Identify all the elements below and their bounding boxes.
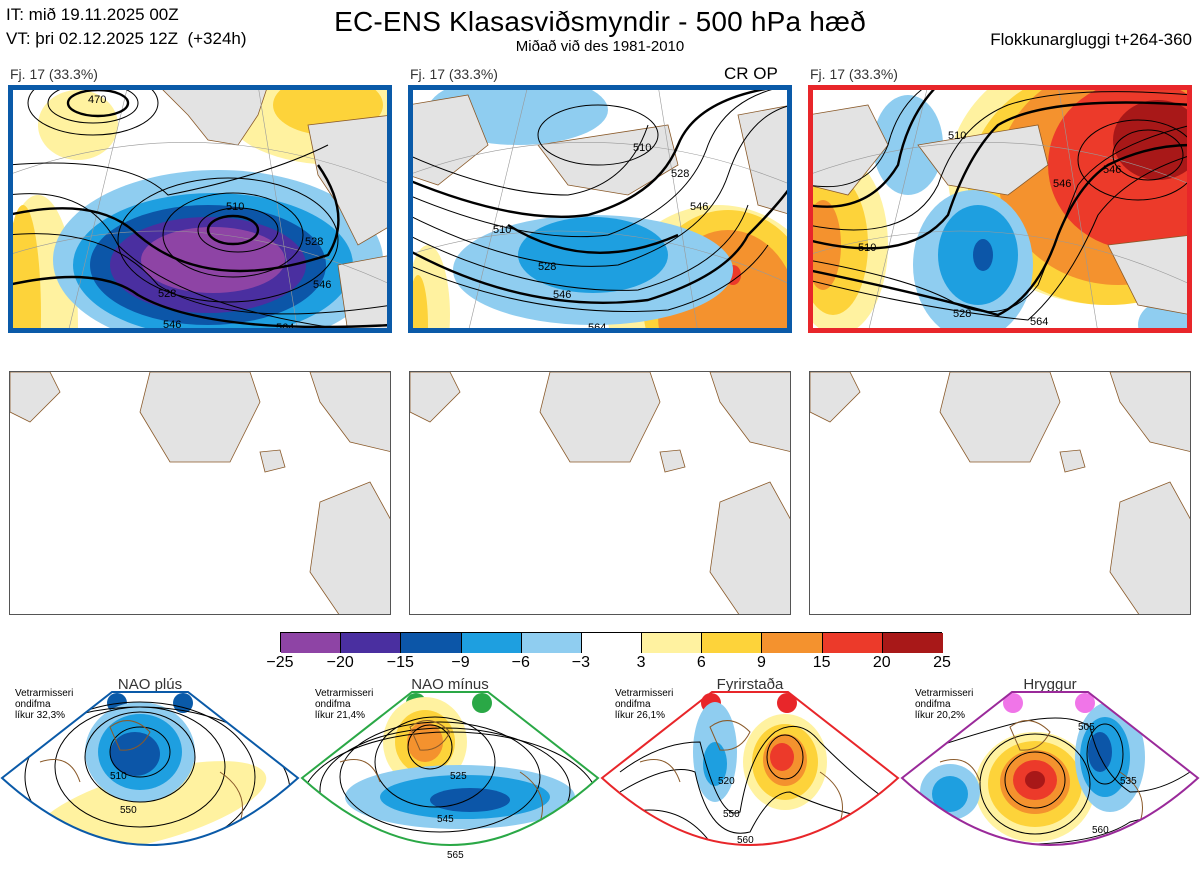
anomaly-colorbar: −25 −20 −15 −9 −6 −3 3 6 9 15 20 25: [266, 632, 951, 676]
cluster-1-map[interactable]: 470 510 528 528 546 546 564: [8, 85, 392, 333]
colorbar-segment: [581, 633, 643, 653]
contour-label: 510: [633, 142, 651, 154]
colorbar-segment: [281, 633, 342, 653]
contour-label: 564: [276, 322, 294, 333]
cluster-3-map[interactable]: 510 510 528 546 546 564: [808, 85, 1192, 333]
empty-cluster-map-3: [809, 371, 1191, 615]
colorbar-segment: [822, 633, 883, 653]
contour-label: 470: [88, 94, 106, 106]
contour-label: 546: [313, 279, 331, 291]
colorbar-tick-label: −6: [511, 654, 530, 671]
contour-label: 545: [437, 814, 454, 825]
contour-label: 550: [120, 805, 137, 816]
colorbar-tick-label: −15: [386, 654, 414, 671]
colorbar-segment: [882, 633, 943, 653]
colorbar-tick-label: 3: [636, 654, 646, 671]
colorbar-tick-label: −20: [326, 654, 354, 671]
contour-label: 505: [1078, 722, 1095, 733]
regime-name: NAO plús: [117, 676, 183, 693]
empty-cluster-map-2: [409, 371, 791, 615]
colorbar-segment: [461, 633, 522, 653]
page-title: EC-ENS Klasasviðsmyndir - 500 hPa hæð: [334, 6, 866, 37]
regime-name: Fyrirstaða: [716, 676, 784, 693]
contour-label: 546: [553, 289, 571, 301]
regime-blocking[interactable]: Fyrirstaða Vetrarmisseri ondifma líkur 26,…: [600, 672, 900, 871]
regime-marker-dot: [1075, 693, 1095, 713]
colorbar-segment: [702, 633, 763, 653]
contour-label: 564: [588, 322, 606, 333]
colorbar-tick-label: 6: [696, 654, 706, 671]
contour-label: 550: [723, 809, 740, 820]
classification-window: Flokkunargluggi t+264-360: [990, 30, 1192, 49]
contour-label: 510: [948, 130, 966, 142]
colorbar-tick-label: −9: [451, 654, 470, 671]
contour-label: 510: [226, 201, 244, 213]
contour-label: 528: [671, 168, 689, 180]
contour-label: 560: [1092, 825, 1109, 836]
contour-label: 520: [718, 776, 735, 787]
regime-marker-dot: [472, 693, 492, 713]
regime-note: Vetrarmisseri ondifma líkur 32,3%: [15, 688, 74, 721]
contour-label: 535: [1120, 776, 1137, 787]
regime-nao-minus[interactable]: NAO mínus Vetrarmisseri ondifma líkur 21,4…: [300, 672, 600, 871]
page-subtitle: Miðað við des 1981-2010: [515, 38, 685, 55]
colorbar-segment: [401, 633, 462, 653]
colorbar-tick-label: −3: [571, 654, 591, 671]
valid-time: VT: þri 02.12.2025 12Z (+324h): [6, 29, 247, 48]
contour-label: 528: [158, 288, 176, 300]
contour-label: 510: [493, 224, 511, 236]
contour-label: 528: [953, 308, 971, 320]
regime-marker-dot: [173, 693, 193, 713]
contour-label: 564: [1030, 316, 1048, 328]
cluster-1-label: Fj. 17 (33.3%): [10, 66, 98, 82]
contour-label: 565: [447, 850, 464, 861]
colorbar-segment: [341, 633, 402, 653]
regime-note: Vetrarmisseri ondifma líkur 26,1%: [615, 688, 674, 721]
regime-name: NAO mínus: [411, 676, 489, 693]
colorbar-tick-label: −25: [266, 654, 294, 671]
regime-note: Vetrarmisseri ondifma líkur 21,4%: [315, 688, 374, 721]
regime-ridge[interactable]: Hryggur Vetrarmisseri ondifma líkur 20,2%: [900, 672, 1200, 871]
contour-label: 525: [450, 771, 467, 782]
colorbar-segment: [762, 633, 823, 653]
contour-label: 528: [305, 236, 323, 248]
colorbar-tick-label: 9: [757, 654, 766, 671]
empty-cluster-map-1: [9, 371, 391, 615]
issue-time: IT: mið 19.11.2025 00Z: [6, 5, 179, 24]
colorbar-tick-label: 25: [933, 654, 951, 671]
contour-label: 546: [163, 319, 181, 331]
colorbar-tick-label: 15: [812, 654, 831, 671]
contour-label: 528: [538, 261, 556, 273]
colorbar-tick-label: 20: [872, 654, 891, 671]
regime-marker-dot: [1003, 693, 1023, 713]
colorbar-segment: [642, 633, 703, 653]
cluster-2-op-tag: CR OP: [724, 64, 778, 83]
regime-name: Hryggur: [1023, 676, 1077, 693]
regime-marker-dot: [777, 693, 797, 713]
contour-label: 546: [1053, 178, 1071, 190]
cluster-3-label: Fj. 17 (33.3%): [810, 66, 898, 82]
cluster-2-label: Fj. 17 (33.3%): [410, 66, 498, 82]
contour-label: 546: [1103, 164, 1121, 176]
regime-nao-plus[interactable]: NAO plús Vetrarmisseri ondifma líkur 32,3%: [0, 672, 300, 871]
cluster-2-map[interactable]: 510 510 528 528 546 546 564: [408, 85, 792, 333]
contour-label: 510: [858, 242, 876, 254]
contour-label: 546: [690, 201, 708, 213]
contour-label: 560: [737, 835, 754, 846]
colorbar-segment: [521, 633, 582, 653]
regime-note: Vetrarmisseri ondifma líkur 20,2%: [915, 688, 974, 721]
contour-label: 510: [110, 771, 127, 782]
